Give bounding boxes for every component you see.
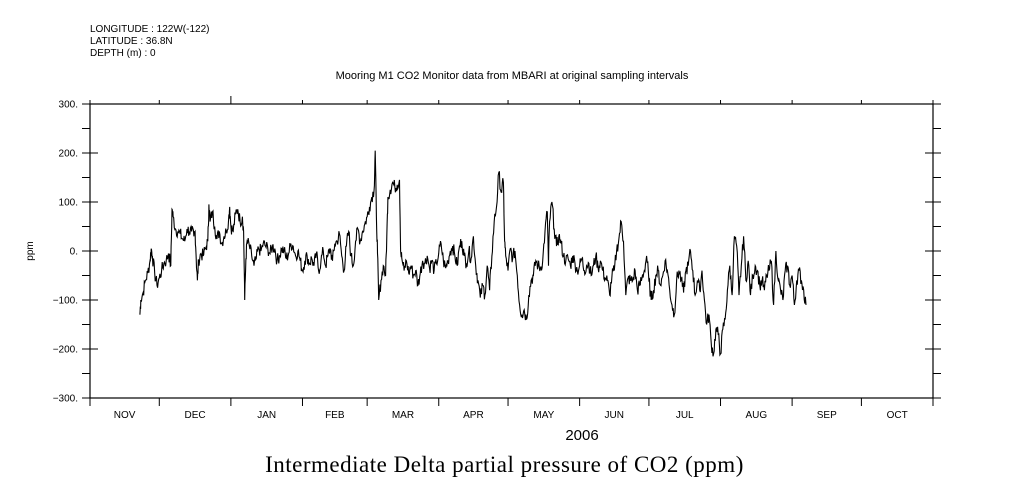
y-tick-label: 0. bbox=[70, 247, 78, 258]
x-tick-label: JAN bbox=[257, 410, 276, 421]
location-metadata: LONGITUDE : 122W(-122) LATITUDE : 36.8N … bbox=[90, 24, 209, 60]
chart-title: Intermediate Delta partial pressure of C… bbox=[265, 452, 744, 477]
x-tick-label: OCT bbox=[887, 410, 908, 421]
y-tick-label: −300. bbox=[53, 394, 78, 405]
y-tick-label: 100. bbox=[59, 198, 78, 209]
x-tick-label: SEP bbox=[817, 410, 837, 421]
series-line bbox=[139, 150, 807, 357]
latitude-label: LATITUDE : 36.8N bbox=[90, 36, 173, 47]
x-tick-label: APR bbox=[463, 410, 484, 421]
x-tick-label: JUN bbox=[605, 410, 624, 421]
y-tick-label: −100. bbox=[53, 296, 78, 307]
y-axis-label: ppm bbox=[25, 241, 36, 260]
y-tick-label: 200. bbox=[59, 149, 78, 160]
x-axis: NOV DEC JAN FEB MAR APR MAY JUN JUL AUG SEP OCT bbox=[89, 96, 934, 421]
x-tick-label: DEC bbox=[185, 410, 206, 421]
x-tick-label: JUL bbox=[676, 410, 694, 421]
x-tick-label: NOV bbox=[114, 410, 136, 421]
x-tick-label: AUG bbox=[745, 410, 767, 421]
x-tick-label: MAY bbox=[533, 410, 554, 421]
y-tick-label: 300. bbox=[59, 100, 78, 111]
longitude-label: LONGITUDE : 122W(-122) bbox=[90, 24, 210, 35]
chart-subtitle: Mooring M1 CO2 Monitor data from MBARI a… bbox=[335, 70, 689, 82]
x-tick-label: MAR bbox=[392, 410, 414, 421]
y-tick-label: −200. bbox=[53, 345, 78, 356]
depth-label: DEPTH (m) : 0 bbox=[90, 48, 156, 59]
y-axis: −300. −200. −100. 0. 100. 200. 300. bbox=[53, 100, 941, 405]
x-tick-label: FEB bbox=[325, 410, 345, 421]
data-series bbox=[139, 150, 807, 357]
x-axis-year-label: 2006 bbox=[565, 427, 598, 444]
